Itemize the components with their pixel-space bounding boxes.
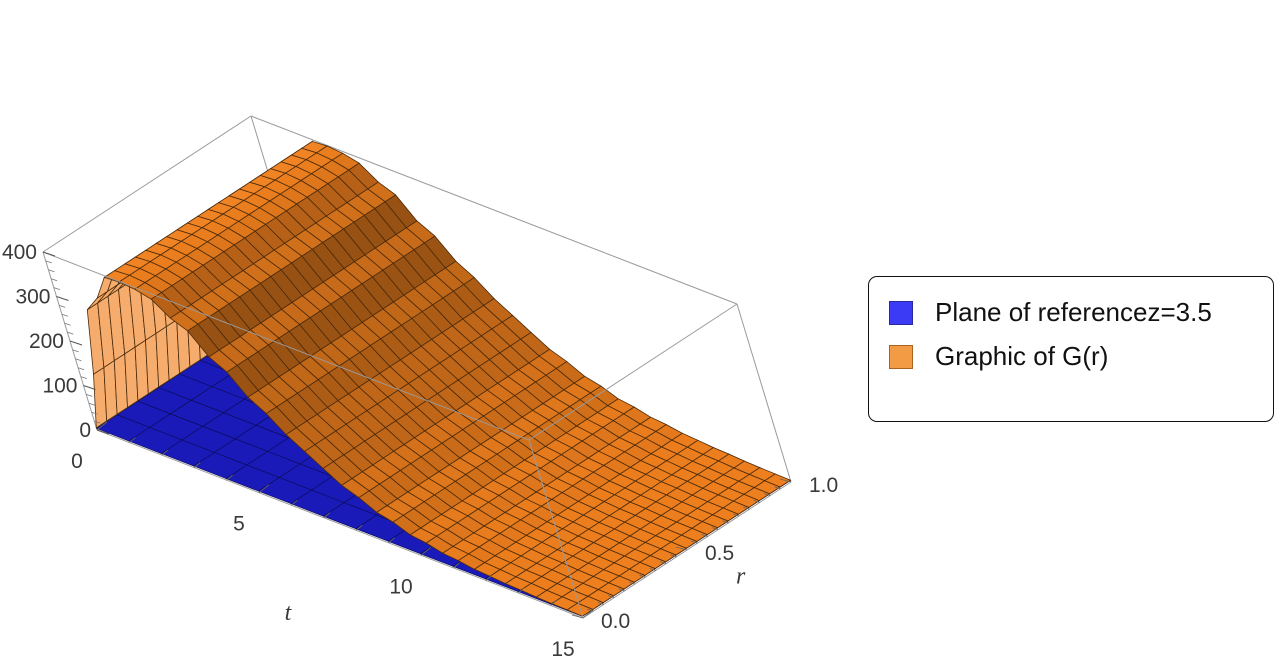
r-tick-mark: [722, 520, 729, 524]
legend-item-plane: Plane of referencez=3.5: [889, 297, 1212, 328]
box-edge-front: [528, 303, 738, 441]
t-tick-mark: [291, 499, 298, 506]
t-tick-mark: [323, 512, 331, 519]
r-tick-mark: [628, 581, 636, 585]
z-minor-tick: [75, 358, 82, 362]
r-tick-mark: [774, 486, 781, 490]
surface-cell: [763, 473, 792, 488]
r-tick-mark: [764, 493, 771, 497]
r-tick-mark: [597, 601, 604, 605]
z-minor-tick: [45, 260, 52, 264]
t-tick-mark: [129, 437, 136, 443]
z-minor-tick: [94, 420, 101, 424]
r-tick-mark: [608, 595, 615, 599]
r-tick-mark: [649, 567, 656, 571]
t-tick-mark: [582, 609, 594, 619]
r-tick-mark: [571, 614, 584, 619]
z-tick-label: 0: [79, 419, 91, 442]
legend-item-surface: Graphic of G(r): [889, 341, 1108, 372]
t-axis-label: t: [285, 600, 293, 626]
box-edge-back: [42, 115, 252, 253]
z-minor-tick: [88, 402, 96, 406]
t-tick-mark: [193, 462, 201, 468]
z-tick-mark: [96, 429, 110, 435]
r-tick-mark: [639, 574, 646, 578]
legend-label-plane: Plane of referencez=3.5: [935, 297, 1212, 327]
r-tick-mark: [753, 499, 760, 503]
r-tick-mark: [660, 561, 667, 565]
z-tick-label: 300: [15, 286, 50, 309]
t-tick-mark: [517, 587, 525, 594]
z-minor-tick: [72, 349, 79, 353]
r-axis-label: r: [736, 563, 746, 589]
legend-label-surface: Graphic of G(r): [935, 341, 1109, 371]
r-tick-mark: [743, 506, 750, 510]
box-edge-front: [528, 439, 584, 619]
z-tick-mark: [69, 340, 83, 346]
r-tick-mark: [712, 527, 719, 531]
r-tick-mark: [670, 554, 677, 558]
r-tick-label: 0.5: [705, 542, 734, 565]
t-tick-mark: [258, 484, 270, 494]
z-tick-label: 200: [29, 330, 64, 353]
t-tick-label: 0: [71, 450, 83, 473]
z-minor-tick: [61, 313, 69, 317]
z-minor-tick: [67, 331, 74, 335]
r-tick-mark: [675, 546, 688, 551]
legend: Plane of referencez=3.5 Graphic of G(r): [868, 276, 1274, 422]
r-tick-mark: [587, 608, 594, 612]
r-tick-mark: [618, 588, 625, 592]
r-tick-mark: [732, 513, 740, 517]
z-minor-tick: [64, 322, 71, 326]
r-tick-label: 1.0: [809, 474, 838, 497]
t-tick-label: 15: [551, 638, 574, 661]
z-tick-mark: [42, 251, 56, 257]
z-tick-label: 100: [42, 375, 77, 398]
t-tick-mark: [226, 474, 233, 481]
surface-graphic: [86, 140, 792, 617]
r-tick-mark: [701, 533, 708, 537]
z-tick-mark: [83, 385, 96, 390]
t-tick-mark: [550, 600, 557, 606]
box-edge-back: [736, 303, 792, 483]
z-minor-tick: [91, 411, 98, 415]
z-minor-tick: [80, 376, 87, 379]
t-tick-label: 5: [233, 513, 245, 536]
t-tick-mark: [453, 562, 460, 569]
r-tick-label: 0.0: [601, 610, 630, 633]
legend-swatch-plane: [889, 300, 913, 325]
z-minor-tick: [59, 305, 66, 308]
t-tick-mark: [96, 421, 108, 431]
z-tick-label: 400: [2, 241, 37, 264]
r-tick-mark: [779, 478, 792, 483]
z-minor-tick: [77, 367, 85, 371]
box-edge-front: [42, 251, 530, 441]
t-tick-mark: [485, 575, 493, 581]
box-edge-front: [96, 429, 584, 619]
t-tick-mark: [355, 524, 363, 531]
z-minor-tick: [86, 394, 93, 397]
r-tick-mark: [691, 540, 698, 544]
z-minor-tick: [48, 269, 55, 273]
z-minor-tick: [50, 278, 58, 282]
legend-swatch-surface: [889, 344, 913, 369]
t-tick-mark: [388, 537, 395, 544]
t-tick-label: 10: [389, 575, 412, 598]
z-minor-tick: [53, 287, 60, 290]
box-edge-back: [250, 115, 738, 305]
z-tick-mark: [56, 296, 69, 301]
t-tick-mark: [420, 546, 432, 556]
t-tick-mark: [161, 449, 169, 456]
